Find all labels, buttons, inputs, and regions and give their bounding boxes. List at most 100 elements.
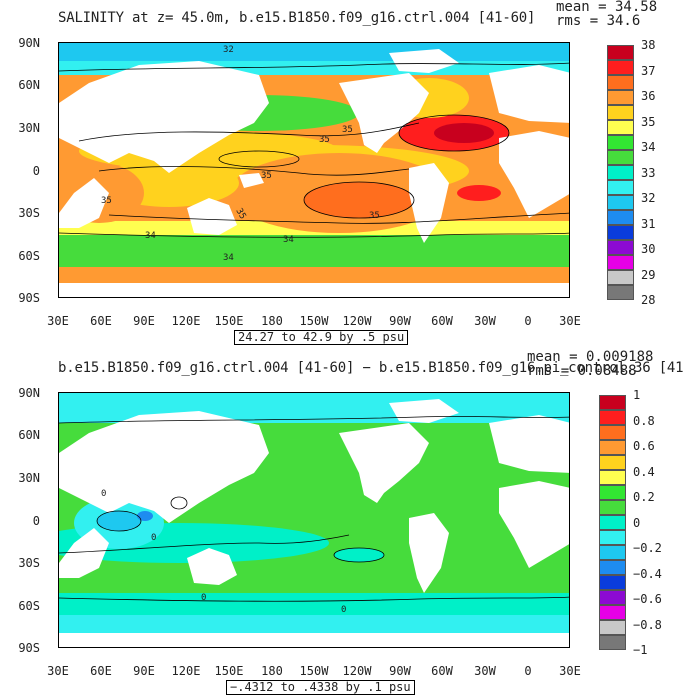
lon-label: 90E [133, 664, 155, 678]
colorbar-label: 33 [641, 165, 656, 180]
colorbar-swatch [599, 485, 626, 500]
contour-range-caption: −.4312 to .4338 by .1 psu [226, 680, 415, 695]
lat-label: 0 [32, 164, 40, 178]
lon-label: 30E [47, 314, 69, 328]
colorbar-label: 0.4 [633, 464, 655, 479]
colorbar-swatch [607, 285, 634, 300]
contour-label: 35 [369, 211, 380, 221]
colorbar-swatch [599, 545, 626, 560]
difference-map: 0 0 0 0 [58, 392, 570, 648]
contour-label: 34 [145, 231, 156, 241]
lon-label: 30E [559, 664, 581, 678]
colorbar-label: 32 [641, 191, 656, 205]
colorbar-label: 35 [641, 114, 656, 129]
lon-label: 150W [299, 664, 329, 678]
colorbar-swatch [599, 425, 626, 440]
colorbar-label: 29 [641, 267, 656, 282]
colorbar-swatch [607, 105, 634, 120]
lon-label: 120E [171, 314, 201, 328]
colorbar-label: −0.4 [633, 566, 662, 581]
lat-label: 30S [18, 556, 40, 570]
colorbar-swatch [607, 255, 634, 270]
lat-label: 90S [18, 641, 40, 655]
colorbar-label: 28 [641, 293, 656, 307]
colorbar-swatch [607, 225, 634, 240]
colorbar-swatch [599, 395, 626, 410]
colorbar-label: −0.2 [633, 541, 662, 555]
colorbar-swatch [607, 180, 634, 195]
colorbar-swatch [599, 590, 626, 605]
colorbar-label: 1 [633, 388, 641, 402]
colorbar-label: 37 [641, 63, 656, 78]
mean-stat: mean = 34.58 [556, 0, 658, 15]
panel-title: SALINITY at z= 45.0m, b.e15.B1850.f09_g1… [58, 10, 536, 26]
colorbar-swatch [607, 210, 634, 225]
contour-lines [59, 62, 569, 238]
colorbar-swatch [599, 515, 626, 530]
colorbar-swatch [607, 165, 634, 180]
rms-stat: rms = 0.08488 [527, 363, 637, 379]
lon-label: 120W [342, 314, 372, 328]
mean-stat: mean = 0.009188 [527, 349, 654, 365]
colorbar-swatch [599, 440, 626, 455]
colorbar-label: 31 [641, 216, 656, 231]
contour-label: 0 [341, 605, 347, 615]
colorbar-swatch [599, 410, 626, 425]
colorbar-label: −0.8 [633, 617, 662, 632]
colorbar-swatch [607, 75, 634, 90]
contour-range-caption: 24.27 to 42.9 by .5 psu [234, 330, 409, 345]
contour-label: 35 [342, 125, 353, 135]
colorbar-swatch [607, 195, 634, 210]
colorbar-label: 0 [633, 515, 641, 530]
lon-label: 90E [133, 314, 155, 328]
colorbar-label: 0.8 [633, 413, 655, 428]
lon-label: 90W [389, 664, 411, 678]
lon-label: 30E [47, 664, 69, 678]
land-masks [59, 399, 569, 647]
colorbar-label: −1 [633, 643, 648, 657]
lon-label: 30E [559, 314, 581, 328]
colorbar-swatch [599, 560, 626, 575]
colorbar-label: 30 [641, 242, 656, 256]
colorbar-label: 38 [641, 38, 656, 52]
contour-label: 34 [283, 235, 294, 245]
lon-label: 60W [431, 664, 453, 678]
lat-label: 60N [18, 428, 40, 442]
lon-label: 30W [474, 314, 496, 328]
colorbar-swatch [607, 240, 634, 255]
colorbar-swatch [599, 455, 626, 470]
lat-label: 90N [18, 36, 40, 50]
lon-label: 90W [389, 314, 411, 328]
lat-label: 90S [18, 291, 40, 305]
lat-label: 90N [18, 386, 40, 400]
contour-label: 35 [101, 196, 112, 206]
colorbar-swatch [607, 90, 634, 105]
contour-label: 35 [319, 135, 330, 145]
lat-label: 60S [18, 249, 40, 263]
colorbar-swatch [607, 135, 634, 150]
lon-label: 60E [90, 314, 112, 328]
colorbar-swatch [607, 150, 634, 165]
colorbar-label: 0.2 [633, 490, 655, 504]
contour-label: 0 [201, 593, 207, 603]
lon-label: 60W [431, 314, 453, 328]
contour-label: 0 [101, 489, 107, 499]
lon-label: 180 [261, 664, 283, 678]
lon-label: 60E [90, 664, 112, 678]
colorbar-label: 0.6 [633, 439, 655, 453]
lat-label: 60S [18, 599, 40, 613]
salinity-panel: SALINITY at z= 45.0m, b.e15.B1850.f09_g1… [18, 0, 658, 345]
lat-label: 0 [32, 514, 40, 528]
colorbar-label: −0.6 [633, 592, 662, 606]
colorbar-swatch [607, 45, 634, 60]
colorbar-swatch [599, 470, 626, 485]
contour-lines [59, 416, 569, 602]
lat-label: 30S [18, 206, 40, 220]
panel-title: b.e15.B1850.f09_g16.ctrl.004 [41-60] − b… [58, 360, 684, 376]
colorbar-label: 36 [641, 89, 656, 103]
lon-label: 0 [524, 314, 532, 328]
rms-stat: rms = 34.6 [556, 13, 641, 29]
lon-label: 180 [261, 314, 283, 328]
lat-label: 60N [18, 78, 40, 92]
colorbar-swatch [599, 620, 626, 635]
